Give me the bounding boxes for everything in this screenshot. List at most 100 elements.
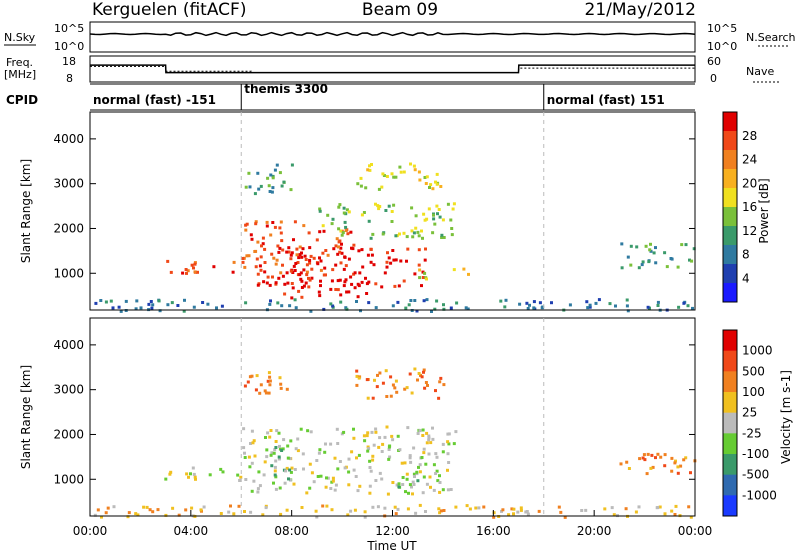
data-cell [441,450,445,454]
data-cell [305,491,309,495]
data-cell [243,265,247,269]
data-cell [394,175,398,179]
data-cell [236,473,240,477]
data-cell [268,190,272,193]
time-axis-ticks: 00:00 04:00 08:00 12:00 16:00 20:00 00:00 [73,510,713,538]
data-cell [187,475,190,479]
data-cell [449,306,453,310]
data-cell [439,376,443,380]
data-cell [258,484,262,488]
data-cell [381,232,385,236]
data-cell [184,508,188,512]
data-cell [680,243,684,247]
data-cell [93,513,97,517]
data-cell [380,477,384,481]
colorbar-swatch [723,264,737,284]
data-cell [256,490,260,494]
data-cell [646,305,650,309]
freq-tick-top: 18 [62,55,76,68]
data-cell [269,299,272,303]
data-cell [171,506,175,510]
data-cell [438,481,442,484]
colorbar-tick-label: -1000 [742,488,777,502]
data-cell [643,458,647,462]
data-cell [293,220,297,224]
data-cell [302,268,306,272]
data-cell [274,262,278,266]
data-cell [342,267,346,271]
colorbar-swatch [723,226,737,246]
data-cell [441,442,445,446]
y-tick-label: 3000 [53,383,84,397]
data-cell [244,185,248,189]
data-cell [676,265,680,269]
data-cell [119,309,123,313]
data-cell [371,458,375,462]
data-cell [322,229,326,233]
data-cell [166,259,170,263]
data-cell [385,175,389,178]
data-cell [435,182,439,186]
data-cell [294,306,298,310]
data-cell [329,287,333,291]
data-cell [641,260,645,264]
data-cell [134,307,138,311]
data-cell [192,305,196,309]
data-cell [526,512,530,516]
data-cell [586,306,590,310]
time-axis-label: Time UT [366,539,417,553]
data-cell [670,456,674,460]
data-cell [164,513,168,517]
data-cell [331,217,335,221]
data-cell [363,510,367,514]
cpid-segment-label: normal (fast) 151 [547,93,665,107]
data-cell [367,219,371,223]
data-cell [381,381,385,385]
data-cell [334,288,338,291]
data-cell [377,445,381,449]
data-cell [360,213,364,217]
data-cell [169,270,173,274]
data-cell [442,303,445,307]
data-cell [319,284,322,288]
data-cell [232,512,236,516]
data-cell [292,264,296,268]
data-cell [280,239,284,243]
data-cell [344,264,348,268]
data-cell [390,172,394,176]
data-cell [315,459,319,462]
data-cell [299,277,303,281]
data-cell [411,235,415,239]
data-cell [390,210,394,213]
data-cell [647,260,651,264]
data-cell [507,513,511,517]
data-cell [94,301,98,305]
data-cell [390,220,394,223]
x-tick-label: 00:00 [678,524,713,538]
data-cell [305,270,309,274]
data-cell [386,492,390,496]
data-cell [441,488,445,492]
data-cell [413,272,417,276]
data-cell [269,233,273,237]
data-cell [273,469,277,473]
data-cell [442,236,446,239]
y-tick-label: 3000 [53,177,84,191]
data-cell [254,220,258,224]
data-cell [257,187,261,191]
data-cell [447,461,451,464]
colorbar-swatch [723,169,737,189]
data-cell [292,238,295,242]
data-cell [642,453,646,457]
data-cell [338,239,342,243]
data-cell [452,268,456,272]
data-cell [278,226,282,230]
data-cell [269,429,273,432]
data-cell [393,386,397,390]
data-cell [367,301,371,305]
data-cell [371,454,375,458]
data-cell [259,383,263,387]
data-cell [425,277,428,281]
data-cell [273,225,277,229]
data-cell [263,389,267,393]
